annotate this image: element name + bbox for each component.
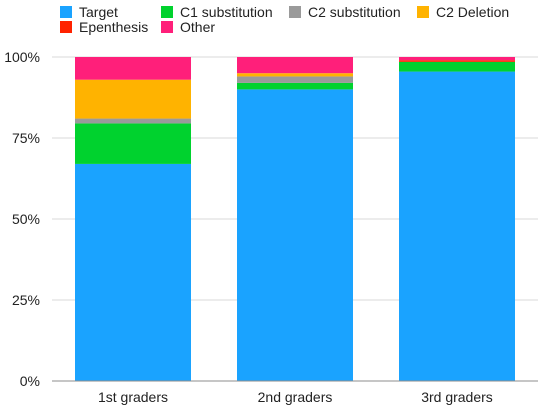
bar-1st-graders-c2-deletion (75, 79, 191, 119)
y-tick-label-75: 75% (12, 130, 40, 146)
bar-2nd-graders-other (237, 57, 353, 74)
legend-label-c2-substitution: C2 substitution (308, 4, 401, 20)
legend-swatch-c1-substitution (161, 6, 173, 18)
bar-1st-graders-target (75, 163, 191, 381)
bar-3rd-graders-other (399, 57, 515, 61)
bar-3rd-graders-c1-substitution (399, 61, 515, 72)
legend-swatch-other (161, 21, 173, 33)
y-tick-label-50: 50% (12, 211, 40, 227)
legend-swatch-c2-deletion (417, 6, 429, 18)
legend-label-c1-substitution: C1 substitution (180, 4, 273, 20)
legend-label-other: Other (180, 19, 215, 35)
bar-3rd-graders-epenthesis (399, 60, 515, 62)
y-tick-label-0: 0% (20, 373, 40, 389)
bar-2nd-graders-c2-deletion (237, 73, 353, 77)
y-tick-label-100: 100% (4, 49, 40, 65)
x-tick-label-2nd-graders: 2nd graders (258, 389, 333, 405)
legend-label-c2-deletion: C2 Deletion (436, 4, 509, 20)
bar-3rd-graders-target (399, 71, 515, 381)
legend-label-epenthesis: Epenthesis (79, 19, 148, 35)
bar-2nd-graders-target (237, 89, 353, 382)
bar-2nd-graders-c1-substitution (237, 82, 353, 90)
bar-1st-graders-c1-substitution (75, 123, 191, 164)
legend-swatch-epenthesis (60, 21, 72, 33)
legend-label-target: Target (79, 4, 118, 20)
y-tick-label-25: 25% (12, 292, 40, 308)
legend-swatch-target (60, 6, 72, 18)
x-tick-label-3rd-graders: 3rd graders (421, 389, 493, 405)
x-tick-label-1st-graders: 1st graders (98, 389, 168, 405)
bar-1st-graders-other (75, 57, 191, 80)
legend-swatch-c2-substitution (289, 6, 301, 18)
bar-1st-graders-c2-substitution (75, 118, 191, 124)
bar-2nd-graders-c2-substitution (237, 76, 353, 83)
